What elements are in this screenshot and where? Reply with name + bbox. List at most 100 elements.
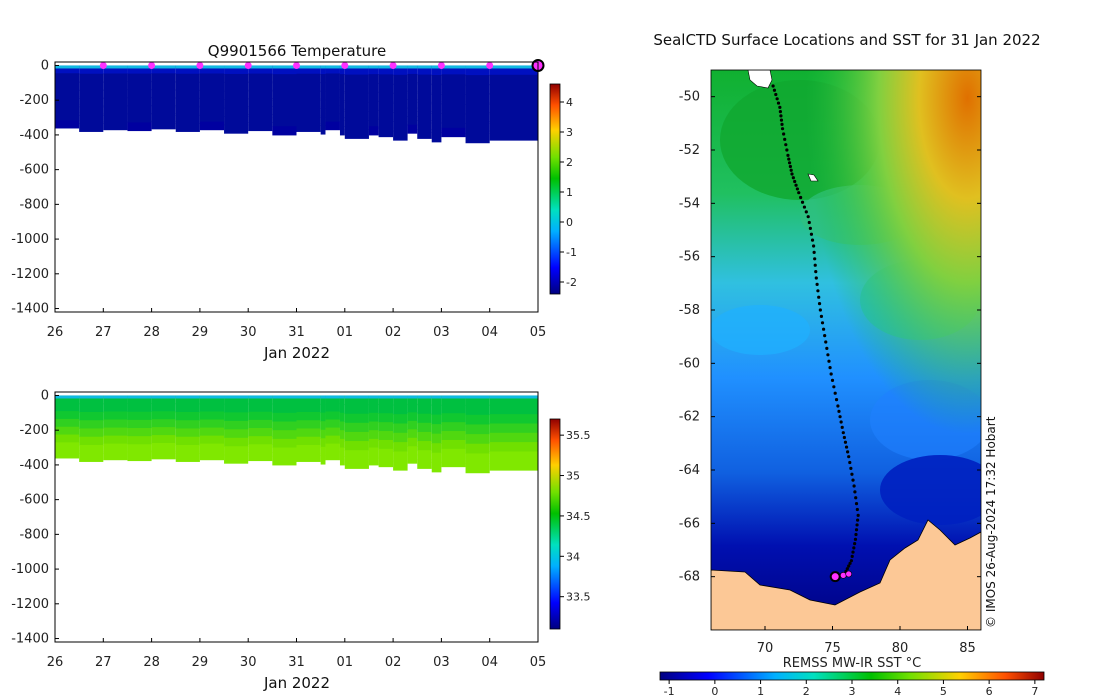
map-title: SealCTD Surface Locations and SST for 31… xyxy=(653,31,1040,49)
lon-tick-label: 85 xyxy=(959,641,976,656)
track-point xyxy=(779,114,783,118)
profile-cell xyxy=(325,419,340,429)
profile-cell xyxy=(378,127,394,138)
track-point xyxy=(780,122,784,126)
track-point xyxy=(787,161,792,165)
profile-cell xyxy=(431,424,442,435)
profile-cell xyxy=(248,114,273,123)
profile-cell xyxy=(339,447,345,457)
profile-cell xyxy=(224,395,249,405)
track-point xyxy=(837,409,841,413)
profile-cell xyxy=(393,84,408,94)
profile-cell xyxy=(248,411,273,421)
surface-layer-cell xyxy=(431,395,442,399)
profile-cell xyxy=(393,460,408,471)
profile-cell xyxy=(393,451,408,462)
track-point xyxy=(788,164,792,169)
track-point xyxy=(790,172,794,176)
track-point xyxy=(852,546,856,550)
profile-cell xyxy=(248,81,273,91)
colorbar-tick-label: 4 xyxy=(566,96,573,109)
profile-cell xyxy=(325,121,340,131)
profile-cell xyxy=(339,65,345,75)
profile-cell xyxy=(407,124,418,134)
profile-cell xyxy=(199,419,225,429)
profile-cell xyxy=(431,94,442,105)
track-point xyxy=(779,118,784,122)
profile-cell xyxy=(224,437,249,447)
x-tick-label: 29 xyxy=(192,325,209,340)
profile-cell xyxy=(339,395,345,405)
profile-cell xyxy=(320,455,326,465)
track-point xyxy=(806,215,810,219)
profile-cell xyxy=(320,395,326,405)
surface-layer-cell xyxy=(55,65,80,69)
profile-cell xyxy=(339,100,345,110)
profile-cell xyxy=(417,92,432,103)
profile-cell xyxy=(248,452,273,462)
profile-cell xyxy=(127,81,152,91)
surface-layer-cell xyxy=(248,395,273,399)
profile-cell xyxy=(393,121,408,132)
profile-cell xyxy=(344,431,369,442)
surface-layer-cell xyxy=(393,395,408,399)
track-point xyxy=(849,559,854,563)
profile-cell xyxy=(325,411,340,421)
profile-cell xyxy=(465,424,490,435)
x-tick-label: 28 xyxy=(143,325,160,340)
profile-cell xyxy=(55,403,80,412)
track-point xyxy=(847,564,851,568)
profile-cell xyxy=(248,444,273,453)
profile-cell xyxy=(344,101,369,112)
profile-cell xyxy=(378,92,394,102)
profile-cell xyxy=(79,395,104,405)
profile-cell xyxy=(272,82,297,93)
profile-cell xyxy=(320,446,326,456)
profile-cell xyxy=(325,395,340,405)
track-point xyxy=(838,415,842,419)
profile-cell xyxy=(224,420,249,430)
surface-layer-cell xyxy=(407,395,418,399)
profile-cell xyxy=(127,436,152,445)
profile-cell xyxy=(103,395,128,405)
profile-cell xyxy=(339,412,345,423)
profile-cell xyxy=(224,412,249,422)
profile-cell xyxy=(378,74,394,84)
profile-cell xyxy=(465,453,490,464)
profile-cell xyxy=(127,114,152,123)
profile-cell xyxy=(320,438,326,448)
profile-cell xyxy=(296,81,321,91)
profile-cell xyxy=(417,441,432,451)
track-point xyxy=(833,391,837,395)
track-point xyxy=(820,321,825,325)
profile-cell xyxy=(344,441,369,451)
profile-cell xyxy=(151,395,176,404)
profile-cell xyxy=(55,434,80,443)
profile-cell xyxy=(175,395,200,405)
profile-cell xyxy=(339,126,345,136)
profile-cell xyxy=(199,403,225,413)
track-point xyxy=(783,137,787,141)
track-point xyxy=(816,289,820,293)
x-tick-label: 04 xyxy=(481,655,498,670)
profile-cell xyxy=(368,82,379,93)
profile-cell xyxy=(127,444,152,453)
y-tick-label: -600 xyxy=(19,493,49,508)
x-tick-label: 31 xyxy=(288,655,305,670)
sst-tick-label: 4 xyxy=(894,685,901,698)
profile-cell xyxy=(103,81,128,91)
profile-cell xyxy=(151,442,176,452)
profile-cell xyxy=(175,428,200,438)
profile-cell xyxy=(368,74,379,84)
profile-cell xyxy=(441,109,466,120)
y-tick-label: -400 xyxy=(19,128,49,143)
profile-cell xyxy=(55,81,80,90)
profile-cell xyxy=(103,73,128,83)
profile-cell xyxy=(103,97,128,107)
track-point xyxy=(855,523,859,527)
profile-cell xyxy=(224,124,249,134)
profile-cell xyxy=(368,108,379,119)
profile-cell xyxy=(368,100,379,110)
profile-cell xyxy=(103,435,128,445)
profile-cell xyxy=(441,74,466,84)
